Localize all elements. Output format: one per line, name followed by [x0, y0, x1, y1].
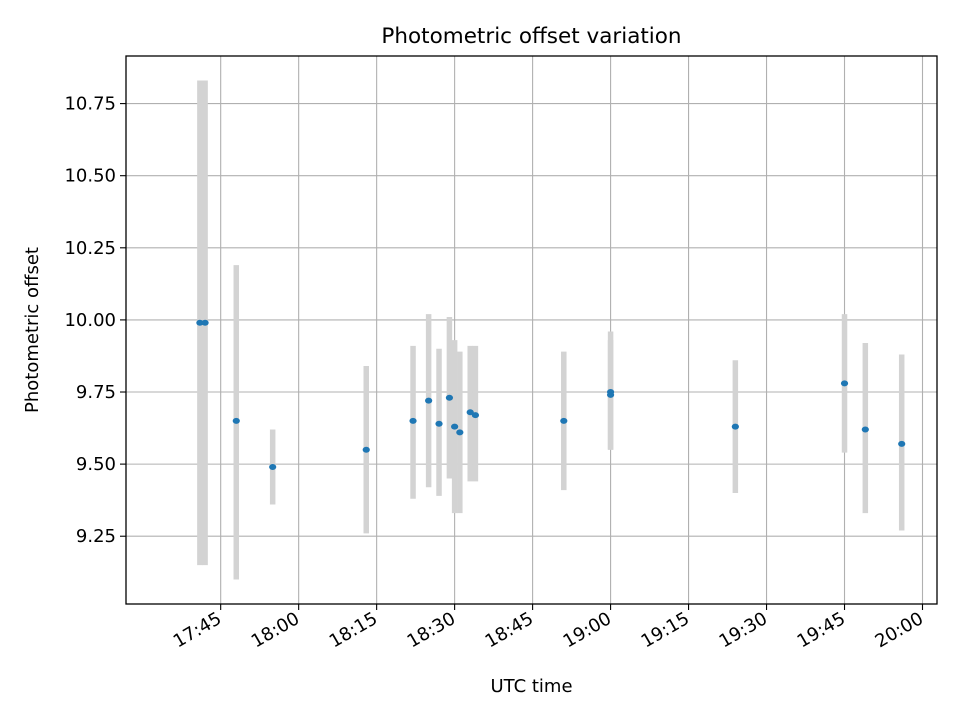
- plot-area-frame: [125, 55, 938, 605]
- data-points: [196, 319, 906, 470]
- data-point: [445, 394, 454, 401]
- y-tick-label: 10.25: [64, 238, 116, 259]
- data-point: [560, 417, 568, 424]
- data-point: [409, 417, 417, 424]
- data-point: [471, 412, 480, 419]
- y-tick-label: 9.25: [76, 526, 116, 547]
- data-point: [269, 464, 277, 470]
- y-axis-title: Photometric offset: [22, 247, 43, 413]
- data-point: [840, 380, 849, 387]
- data-point: [196, 319, 204, 326]
- grid: [126, 56, 937, 604]
- data-point: [898, 440, 906, 447]
- data-point: [201, 319, 209, 326]
- data-point: [466, 409, 474, 416]
- data-point: [232, 417, 240, 424]
- data-point: [362, 446, 370, 453]
- y-tick-label: 10.00: [64, 310, 116, 331]
- y-tick-label: 9.50: [76, 454, 116, 475]
- data-point: [861, 426, 869, 433]
- y-axis-ticks: 9.25 9.50 9.75 10.00 10.25 10.50 10.75: [64, 94, 126, 547]
- y-tick-label: 10.50: [64, 166, 116, 187]
- data-point: [606, 391, 615, 398]
- y-tick-label: 10.75: [64, 94, 116, 115]
- data-point: [456, 429, 464, 436]
- data-point: [451, 423, 459, 430]
- data-point: [731, 423, 739, 430]
- data-point: [425, 397, 433, 404]
- x-axis-title: UTC time: [490, 676, 572, 697]
- chart-title: Photometric offset variation: [381, 24, 681, 49]
- data-point: [435, 420, 443, 427]
- y-tick-label: 9.75: [76, 382, 116, 403]
